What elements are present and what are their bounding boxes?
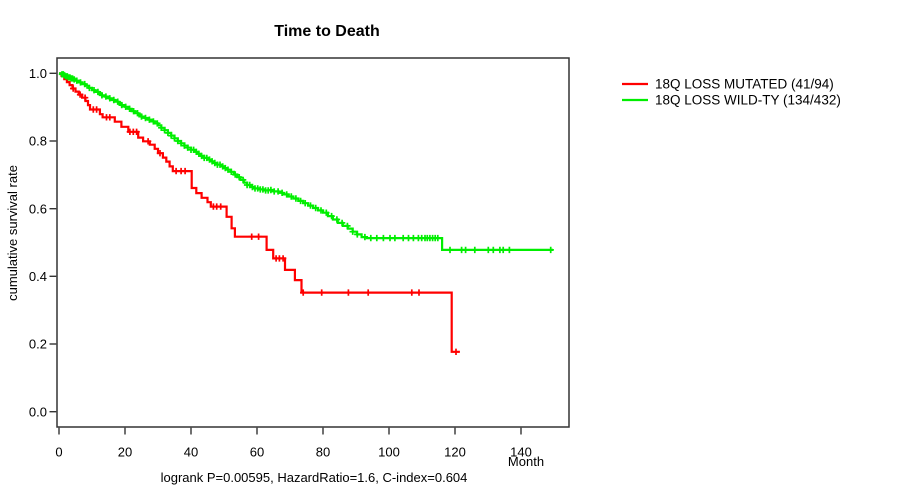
chart-title: Time to Death: [274, 23, 380, 40]
plot-layer: 0 20 40 60 80 100 120 140 0.0 0.2 0.4 0.6 0.8 1.0: [29, 57, 570, 460]
x-axis-label: Month: [508, 454, 544, 469]
legend-label-mutated: 18Q LOSS MUTATED (41/94): [655, 77, 834, 92]
x-tick-label: 40: [184, 445, 198, 460]
x-tick-label: 80: [316, 445, 330, 460]
x-tick-label: 100: [378, 445, 400, 460]
stats-footnote: logrank P=0.00595, HazardRatio=1.6, C-in…: [161, 470, 468, 485]
legend: 18Q LOSS MUTATED (41/94) 18Q LOSS WILD-T…: [622, 77, 841, 108]
legend-label-wildtype: 18Q LOSS WILD-TY (134/432): [655, 93, 841, 108]
y-tick-label: 0.2: [29, 337, 47, 352]
y-tick-label: 0.0: [29, 404, 47, 419]
x-tick-label: 60: [250, 445, 264, 460]
survival-curve-mutated: [59, 72, 460, 353]
y-tick-label: 0.8: [29, 134, 47, 149]
y-tick-label: 0.4: [29, 269, 47, 284]
plot-frame: [56, 57, 570, 428]
x-tick-label: 20: [118, 445, 132, 460]
y-tick-label: 1.0: [29, 66, 47, 81]
x-tick-label: 120: [444, 445, 466, 460]
y-axis-label: cumulative survival rate: [5, 165, 20, 301]
x-tick-label: 140: [510, 445, 532, 460]
censor-marks-wildtype: [58, 71, 554, 254]
survival-curve-wildtype: [59, 72, 553, 251]
censor-marks-mutated: [70, 85, 460, 355]
y-tick-label: 0.6: [29, 201, 47, 216]
x-tick-label: 0: [55, 445, 62, 460]
